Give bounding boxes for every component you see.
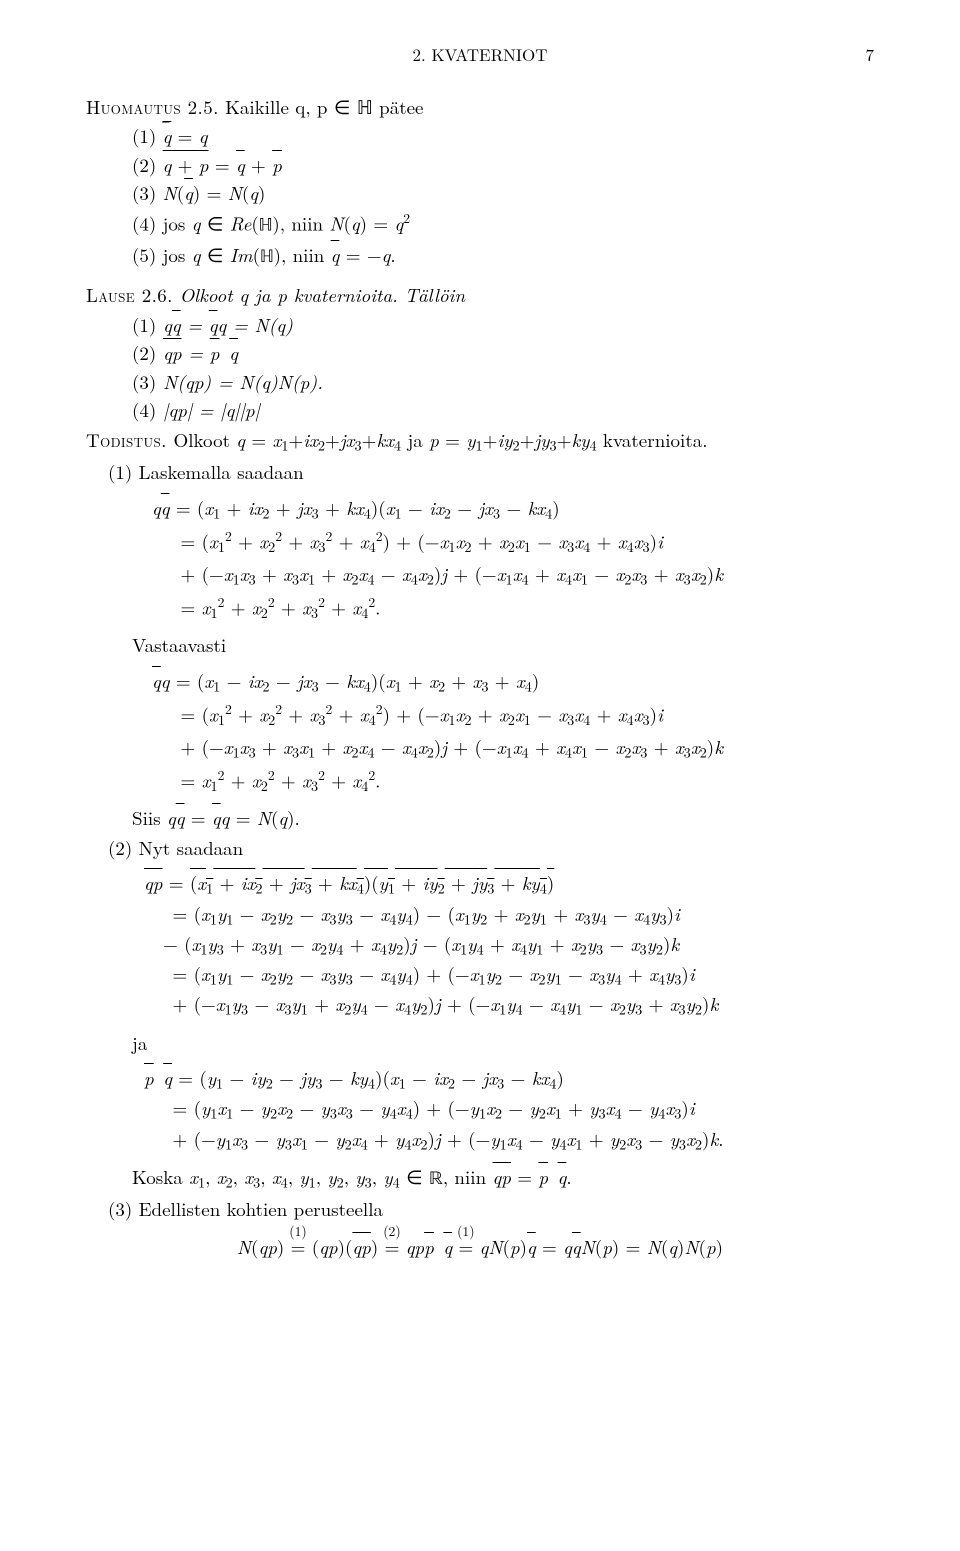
remark-item: (4) jos q ∈ Re(ℍ), niin N(q) = q2 xyxy=(132,208,874,240)
remark-intro: Kaikille q, p ∈ ℍ pätee xyxy=(219,93,424,120)
proof-block-2: qq = (x1 − ix2 − jx3 − kx4)(x1 + x2 + x3… xyxy=(152,667,874,797)
proof-step-1: (1) Laskemalla saadaan xyxy=(108,458,874,486)
remark-head: Huomautus 2.5. xyxy=(86,93,219,120)
remark-list: (1) ‾q = q (2) q + p = q + p (3) N(q) = … xyxy=(132,122,874,271)
eqn-line: = (x12 + x22 + x32 + x42) + (−x1x2 + x2x… xyxy=(152,699,874,731)
proof-intro: Olkoot q = x1+ix2+jx3+kx4 ja p = y1+iy2+… xyxy=(173,426,707,453)
eqn-line: = x12 + x22 + x32 + x42. xyxy=(152,765,874,797)
proof-step-2: (2) Nyt saadaan xyxy=(108,834,874,862)
theorem-item: (4) |qp| = |q||p| xyxy=(132,396,874,424)
remark-item: (1) ‾q = q xyxy=(132,122,874,150)
eq-tag: (1) xyxy=(289,1221,306,1241)
proof-text-vastaavasti: Vastaavasti xyxy=(132,631,874,659)
eqn-line: = (x12 + x22 + x32 + x42) + (−x1x2 + x2x… xyxy=(152,526,874,558)
theorem-item: (1) qq = qq = N(q) xyxy=(132,311,874,339)
page-number: 7 xyxy=(834,42,874,67)
proof-step-3: (3) Edellisten kohtien perusteella xyxy=(108,1195,874,1223)
theorem-intro: Olkoot q ja p kvaternioita. Tällöin xyxy=(173,281,465,308)
running-head-title: 2. KVATERNIOT xyxy=(126,42,834,67)
remark-block: Huomautus 2.5. Kaikille q, p ∈ ℍ pätee (… xyxy=(86,93,874,272)
eq-tag: (2) xyxy=(383,1221,400,1241)
eqn-line: qq = (x1 + ix2 + jx3 + kx4)(x1 − ix2 − j… xyxy=(152,494,874,524)
eqn-line: + (−x1y3 − x3y1 + x2y4 − x4y2)j + (−x1y4… xyxy=(144,990,874,1020)
eqn-line: + (−x1x3 + x3x1 + x2x4 − x4x2)j + (−x1x4… xyxy=(152,733,874,763)
proof-block: Todistus. Olkoot q = x1+ix2+jx3+kx4 ja p… xyxy=(86,426,874,1260)
eqn-line: = x12 + x22 + x32 + x42. xyxy=(152,592,874,624)
theorem-item: (3) N(qp) = N(q)N(p). xyxy=(132,368,874,396)
remark-item: (5) jos q ∈ Im(ℍ), niin q = −q. xyxy=(132,241,874,272)
proof-text-siis: Siis qq = qq = N(q). xyxy=(132,804,874,832)
theorem-head: Lause 2.6. xyxy=(86,281,173,308)
proof-block-3: qp = (x1 + ix2 + jx3 + kx4)(y1 + iy2 + j… xyxy=(144,869,874,1020)
theorem-item: (2) qp = p q xyxy=(132,339,874,367)
proof-block-1: qq = (x1 + ix2 + jx3 + kx4)(x1 − ix2 − j… xyxy=(152,494,874,624)
proof-text-ja: ja xyxy=(132,1029,874,1057)
proof-head: Todistus. xyxy=(86,426,173,453)
eq-tag: (1) xyxy=(457,1221,474,1241)
theorem-block: Lause 2.6. Olkoot q ja p kvaternioita. T… xyxy=(86,281,874,424)
remark-item: (2) q + p = q + p xyxy=(132,151,874,179)
eqn-line: = (x1y1 − x2y2 − x3y3 − x4y4) − (x1y2 + … xyxy=(144,900,874,930)
eqn-line: − (x1y3 + x3y1 − x2y4 + x4y2)j − (x1y4 +… xyxy=(144,930,874,960)
eqn-line: p q = (y1 − iy2 − jy3 − ky4)(x1 − ix2 − … xyxy=(144,1064,874,1094)
eqn-line: = (x1y1 − x2y2 − x3y3 − x4y4) + (−x1y2 −… xyxy=(144,960,874,990)
running-head-left xyxy=(86,42,126,67)
proof-text-koska: Koska x1, x2, x3, x4, y1, y2, y3, y4 ∈ ℝ… xyxy=(132,1163,874,1194)
theorem-list: (1) qq = qq = N(q) (2) qp = p q (3) N(qp… xyxy=(132,311,874,424)
eqn-line: + (−x1x3 + x3x1 + x2x4 − x4x2)j + (−x1x4… xyxy=(152,560,874,590)
eqn-line: qq = (x1 − ix2 − jx3 − kx4)(x1 + x2 + x3… xyxy=(152,667,874,697)
eqn-line: = (y1x1 − y2x2 − y3x3 − y4x4) + (−y1x2 −… xyxy=(144,1094,874,1124)
proof-block-4: p q = (y1 − iy2 − jy3 − ky4)(x1 − ix2 − … xyxy=(144,1064,874,1155)
proof-final: N(qp) (1)= (qp)(qp) (2)= qpp q (1)= qN(p… xyxy=(86,1233,874,1261)
running-head: 2. KVATERNIOT 7 xyxy=(86,42,874,67)
eqn-line: qp = (x1 + ix2 + jx3 + kx4)(y1 + iy2 + j… xyxy=(144,869,874,899)
eqn-line: + (−y1x3 − y3x1 − y2x4 + y4x2)j + (−y1x4… xyxy=(144,1125,874,1155)
remark-item: (3) N(q) = N(q) xyxy=(132,179,874,207)
